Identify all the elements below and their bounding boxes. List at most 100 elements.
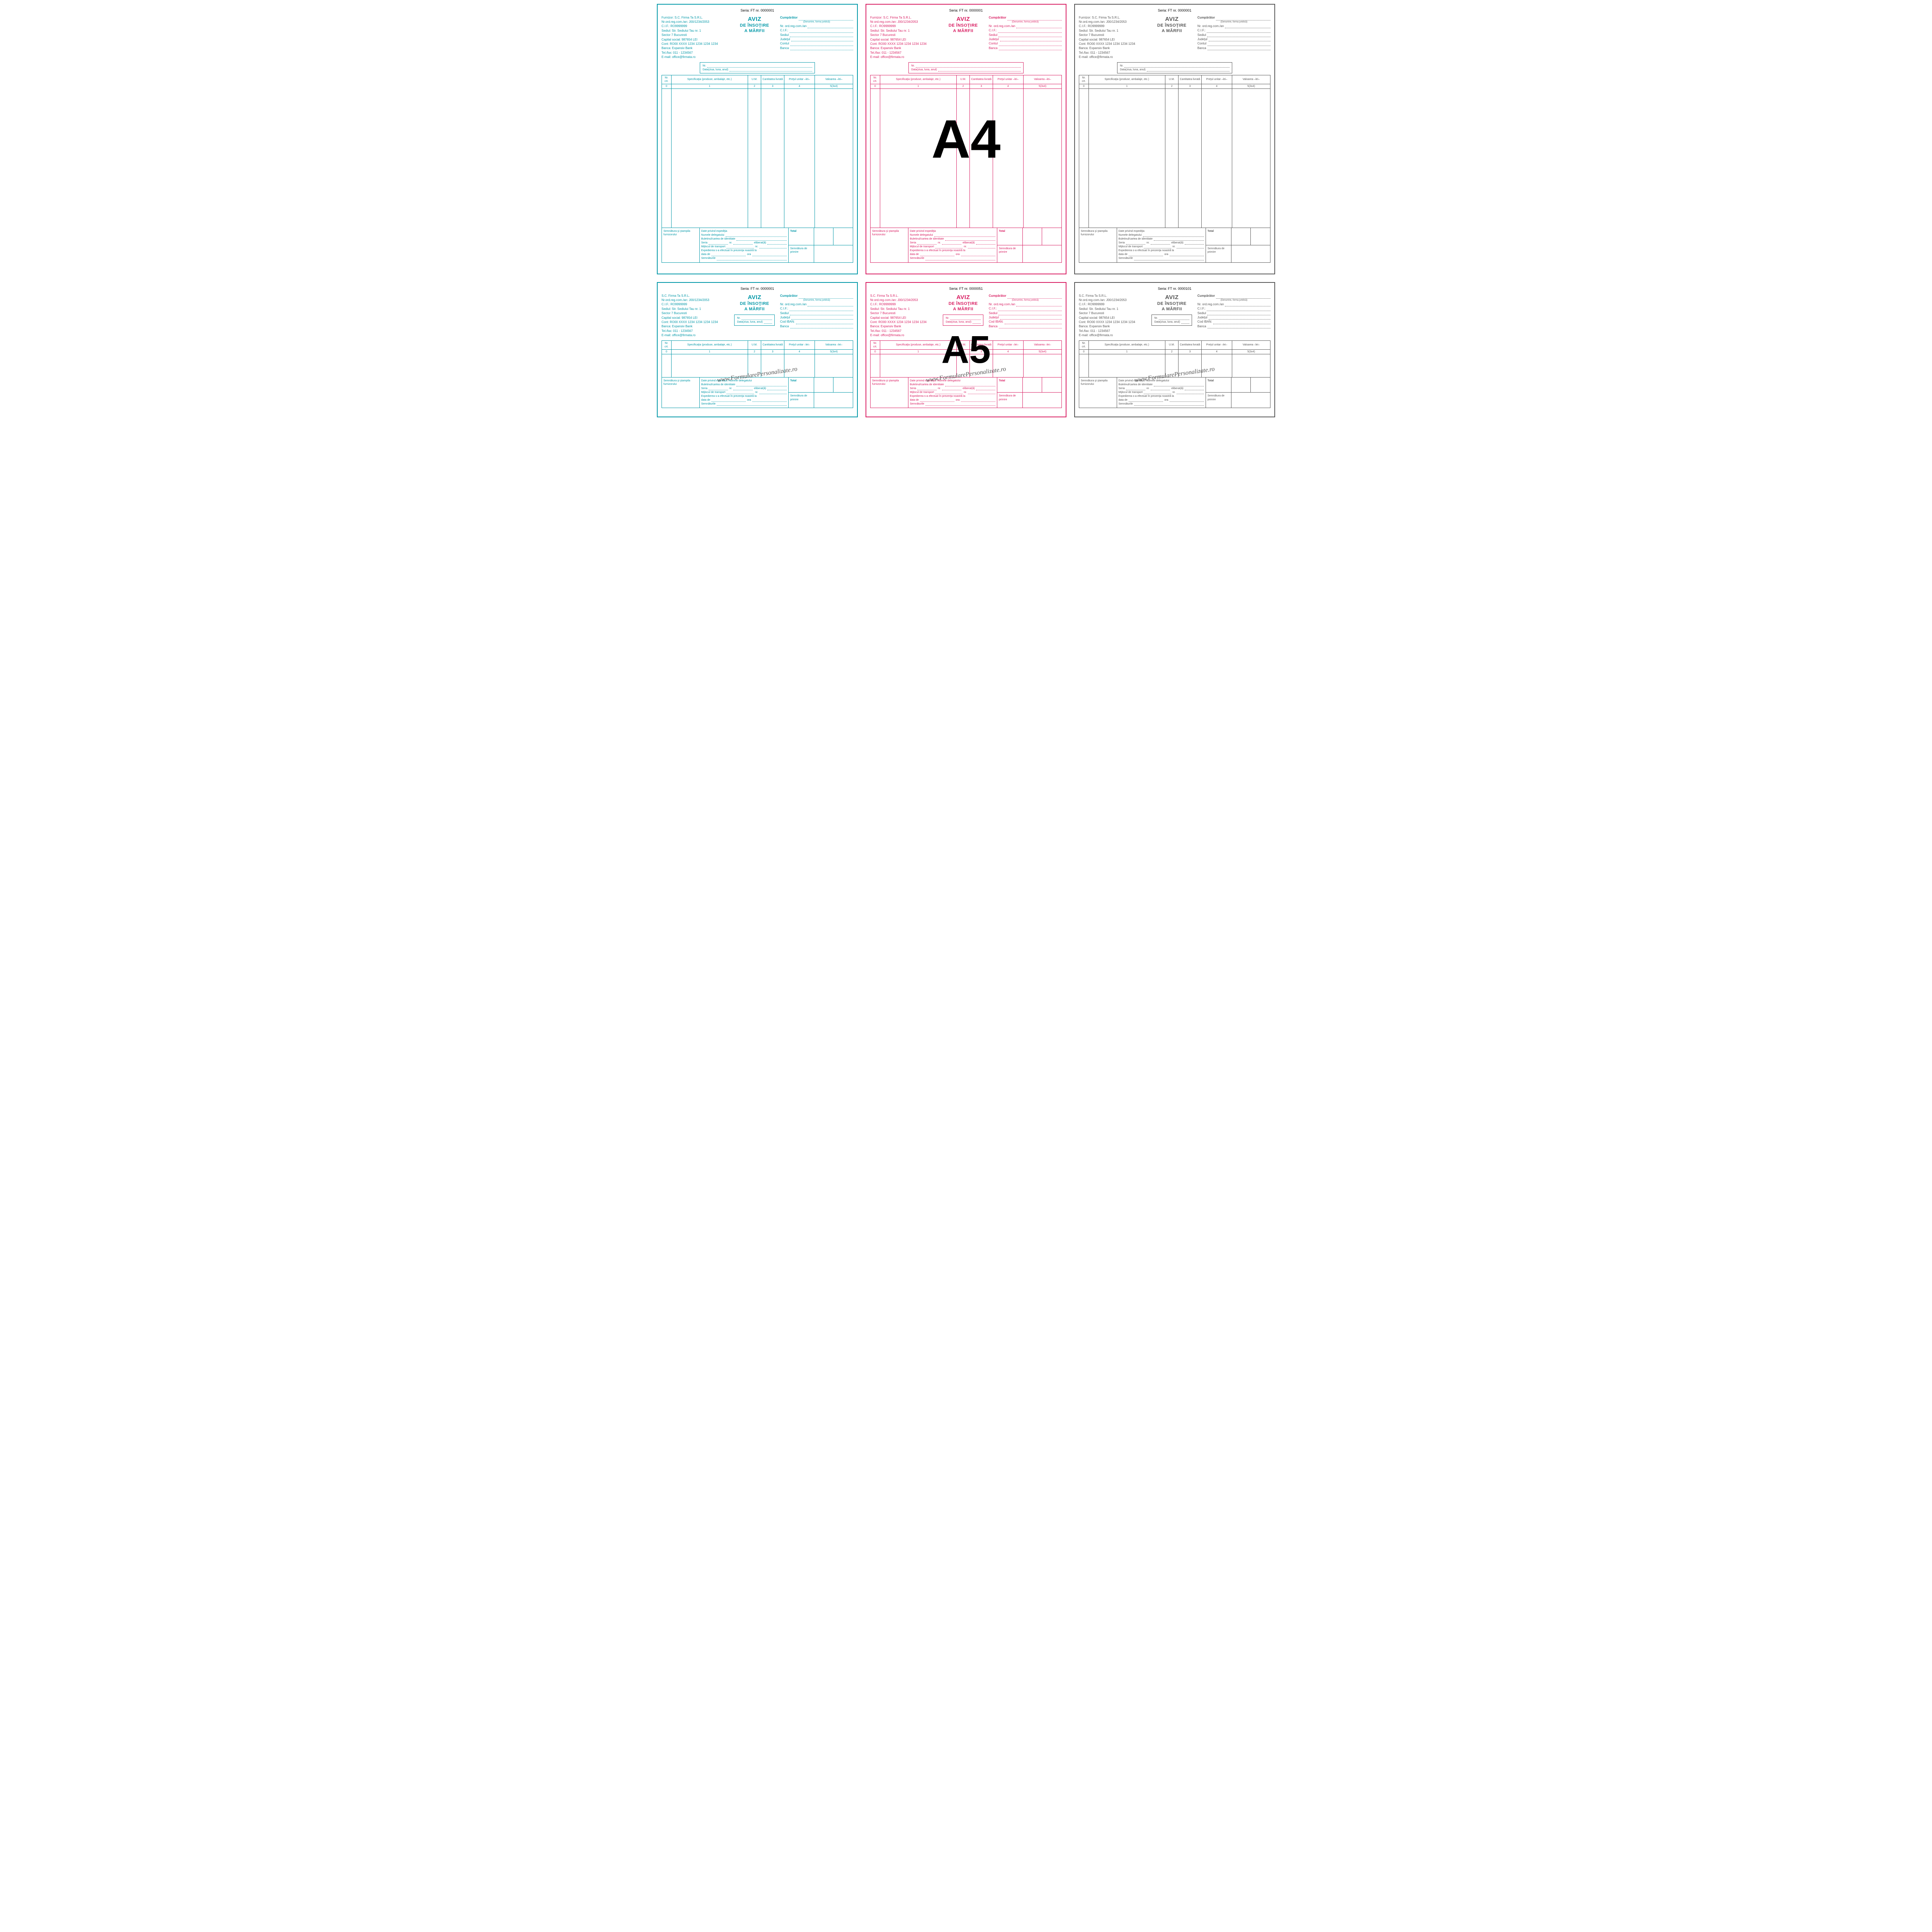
table-number-row: 012345(3x4) [662, 349, 853, 354]
signature-block: Semnătura şi ştampila furnizorului [1079, 378, 1117, 408]
title-block: AVIZ DE ÎNSOŢIRE A MĂRFII Nr.Data(ziua, … [941, 294, 986, 338]
title-block: AVIZ DE ÎNSOŢIRE A MĂRFII [941, 15, 986, 60]
supplier-block: S.C. Firma Ta S.R.L.Nr.ord.reg.com./an: … [1079, 294, 1146, 338]
number-date-box: Nr.Data(ziua, luna, anul) [1117, 62, 1232, 73]
table-header-row: Nr. crt.Specificaţia (produse, ambalaje,… [1079, 75, 1270, 84]
total-label: Total [789, 378, 814, 393]
table-header-row: Nr. crt.Specificaţia (produse, ambalaje,… [1079, 340, 1270, 349]
table-number-row: 012345(3x4) [871, 349, 1062, 354]
number-date-box: Nr.Data(ziua, luna, anul) [700, 62, 815, 73]
table-header-row: Nr. crt.Specificaţia (produse, ambalaje,… [662, 340, 853, 349]
number-date-box: Nr.Data(ziua, luna, anul) [908, 62, 1024, 73]
totals-block: Total Semnătura de primire [1206, 378, 1270, 408]
serial-number: Seria: FT nr. 0000001 [662, 287, 853, 291]
supplier-block: S.C. Firma Ta S.R.L.Nr.ord.reg.com./an: … [870, 294, 938, 338]
supplier-block: Furnizor: S.C. Firma Ta S.R.L.Nr.ord.reg… [870, 15, 938, 60]
supplier-block: Furnizor: S.C. Firma Ta S.R.L.Nr.ord.reg… [1079, 15, 1146, 60]
form-footer: Semnătura şi ştampila furnizorului Date … [662, 378, 853, 408]
serial-number: Seria: FT nr. 0000101 [1079, 287, 1270, 291]
buyer-block: Cumpărător (Denumire, forma juridică) Nr… [780, 15, 853, 60]
shipping-block: Date privind expediţia Numele delegatulu… [908, 228, 997, 262]
totals-block: Total Semnătura de primire [1206, 228, 1270, 262]
table-number-row: 012345(3x4) [871, 84, 1062, 88]
table-body-row [1079, 89, 1270, 228]
form-header: S.C. Firma Ta S.R.L.Nr.ord.reg.com./an: … [870, 294, 1062, 338]
table-body-row [662, 354, 853, 377]
signature-block: Semnătura şi ştampila furnizorului [871, 378, 908, 408]
total-label: Total [997, 378, 1023, 393]
serial-number: Seria: FT nr. 0000001 [662, 9, 853, 13]
total-label: Total [1206, 228, 1231, 245]
form-title: AVIZ [732, 294, 777, 301]
totals-block: Total Semnătura de primire [789, 228, 853, 262]
table-number-row: 012345(3x4) [1079, 349, 1270, 354]
buyer-block: Cumpărător (Denumire, forma juridică) Nr… [989, 15, 1062, 60]
items-table: Nr. crt.Specificaţia (produse, ambalaje,… [870, 340, 1062, 378]
signature-block: Semnătura şi ştampila furnizorului [662, 228, 700, 262]
items-table: Nr. crt.Specificaţia (produse, ambalaje,… [870, 75, 1062, 228]
form-a4-magenta: Seria: FT nr. 0000001 Furnizor: S.C. Fir… [866, 4, 1066, 274]
form-footer: Semnătura şi ştampila furnizorului Date … [662, 228, 853, 263]
totals-block: Total Semnătura de primire [997, 228, 1061, 262]
form-footer: Semnătura şi ştampila furnizorului Date … [870, 378, 1062, 408]
form-a5-grey: Seria: FT nr. 0000101 S.C. Firma Ta S.R.… [1074, 282, 1275, 417]
supplier-block: S.C. Firma Ta S.R.L.Nr.ord.reg.com./an: … [662, 294, 729, 338]
receipt-signature-label: Semnătura de primire [789, 393, 814, 408]
title-block: AVIZ DE ÎNSOŢIRE A MĂRFII Nr.Data(ziua, … [1150, 294, 1194, 338]
form-a5-teal: Seria: FT nr. 0000001 S.C. Firma Ta S.R.… [657, 282, 858, 417]
table-header-row: Nr. crt.Specificaţia (produse, ambalaje,… [662, 75, 853, 84]
total-label: Total [1206, 378, 1231, 393]
totals-block: Total Semnătura de primire [789, 378, 853, 408]
forms-grid: Seria: FT nr. 0000001 Furnizor: S.C. Fir… [657, 4, 1275, 417]
form-header: S.C. Firma Ta S.R.L.Nr.ord.reg.com./an: … [662, 294, 853, 338]
table-number-row: 012345(3x4) [1079, 84, 1270, 88]
form-footer: Semnătura şi ştampila furnizorului Date … [1079, 228, 1270, 263]
table-body-row [871, 354, 1062, 377]
serial-number: Seria: FT nr. 0000051 [870, 287, 1062, 291]
form-a4-grey: Seria: FT nr. 0000001 Furnizor: S.C. Fir… [1074, 4, 1275, 274]
form-a4-teal: Seria: FT nr. 0000001 Furnizor: S.C. Fir… [657, 4, 858, 274]
total-label: Total [789, 228, 814, 245]
table-header-row: Nr. crt.Specificaţia (produse, ambalaje,… [871, 75, 1062, 84]
buyer-block: Cumpărător (Denumire, forma juridică) Nr… [1197, 294, 1270, 338]
form-title: AVIZ [1150, 15, 1194, 23]
buyer-block: Cumpărător (Denumire, forma juridică) Nr… [780, 294, 853, 338]
title-block: AVIZ DE ÎNSOŢIRE A MĂRFII Nr.Data(ziua, … [732, 294, 777, 338]
signature-block: Semnătura şi ştampila furnizorului [871, 228, 908, 262]
signature-block: Semnătura şi ştampila furnizorului [662, 378, 700, 408]
shipping-block: Date privind expediţia: Numele delegatul… [1117, 378, 1206, 408]
form-header: Furnizor: S.C. Firma Ta S.R.L.Nr.ord.reg… [662, 15, 853, 60]
items-table: Nr. crt.Specificaţia (produse, ambalaje,… [662, 75, 853, 228]
shipping-block: Date privind expediţia Numele delegatulu… [700, 228, 789, 262]
form-header: S.C. Firma Ta S.R.L.Nr.ord.reg.com./an: … [1079, 294, 1270, 338]
serial-number: Seria: FT nr. 0000001 [1079, 9, 1270, 13]
shipping-block: Date privind expediţia: Numele delegatul… [700, 378, 789, 408]
supplier-block: Furnizor: S.C. Firma Ta S.R.L.Nr.ord.reg… [662, 15, 729, 60]
title-block: AVIZ DE ÎNSOŢIRE A MĂRFII [1150, 15, 1194, 60]
form-footer: Semnătura şi ştampila furnizorului Date … [1079, 378, 1270, 408]
form-header: Furnizor: S.C. Firma Ta S.R.L.Nr.ord.reg… [870, 15, 1062, 60]
form-a5-magenta: Seria: FT nr. 0000051 S.C. Firma Ta S.R.… [866, 282, 1066, 417]
table-body-row [871, 89, 1062, 228]
table-body-row [662, 89, 853, 228]
items-table: Nr. crt.Specificaţia (produse, ambalaje,… [662, 340, 853, 378]
totals-block: Total Semnătura de primire [997, 378, 1061, 408]
receipt-signature-label: Semnătura de primire [997, 393, 1023, 408]
receipt-signature-label: Semnătura de primire [997, 245, 1023, 262]
buyer-block: Cumpărător (Denumire, forma juridică) Nr… [1197, 15, 1270, 60]
signature-block: Semnătura şi ştampila furnizorului [1079, 228, 1117, 262]
form-header: Furnizor: S.C. Firma Ta S.R.L.Nr.ord.reg… [1079, 15, 1270, 60]
form-title: AVIZ [941, 294, 986, 301]
receipt-signature-label: Semnătura de primire [1206, 245, 1231, 262]
buyer-block: Cumpărător (Denumire, forma juridică) Nr… [989, 294, 1062, 338]
form-title: AVIZ [732, 15, 777, 23]
items-table: Nr. crt.Specificaţia (produse, ambalaje,… [1079, 75, 1270, 228]
form-title: AVIZ [941, 15, 986, 23]
table-body-row [1079, 354, 1270, 377]
receipt-signature-label: Semnătura de primire [789, 245, 814, 262]
shipping-block: Date privind expediţia Numele delegatulu… [1117, 228, 1206, 262]
serial-number: Seria: FT nr. 0000001 [870, 9, 1062, 13]
title-block: AVIZ DE ÎNSOŢIRE A MĂRFII [732, 15, 777, 60]
receipt-signature-label: Semnătura de primire [1206, 393, 1231, 408]
total-label: Total [997, 228, 1023, 245]
